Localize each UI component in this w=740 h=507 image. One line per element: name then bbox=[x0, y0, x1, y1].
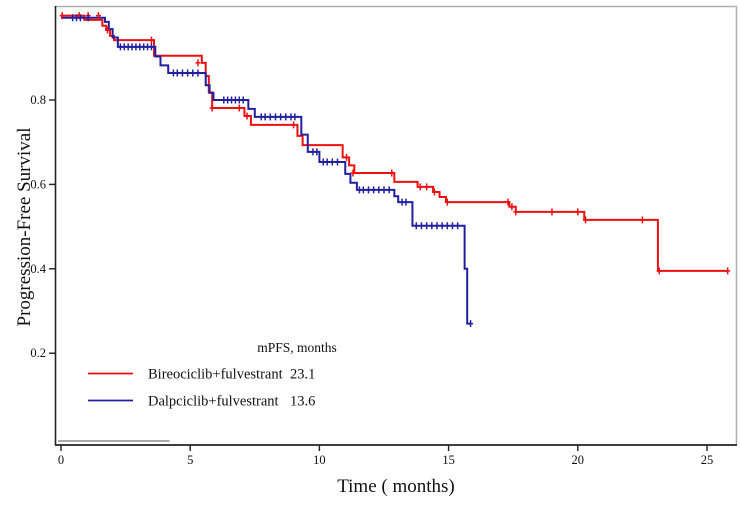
censor-marks-bireociclib bbox=[59, 12, 731, 275]
y-axis-title: Progression-Free Survival bbox=[14, 128, 35, 327]
pfs-curve-dalpciclib bbox=[61, 16, 472, 325]
x-tick-label: 15 bbox=[442, 453, 455, 467]
x-tick-label: 20 bbox=[572, 453, 585, 467]
x-tick-label: 25 bbox=[701, 453, 714, 467]
censor-marks-dalpciclib bbox=[70, 14, 474, 328]
y-tick-label: 0.2 bbox=[30, 346, 46, 360]
y-tick-label: 0.8 bbox=[30, 93, 46, 107]
x-axis-ticks: 0 5 10 15 20 25 bbox=[58, 445, 713, 467]
survival-curves bbox=[59, 12, 731, 328]
plot-frame bbox=[54, 5, 738, 446]
x-axis-title: Time ( months) bbox=[337, 476, 455, 497]
x-tick-label: 0 bbox=[58, 453, 64, 467]
legend-header: mPFS, months bbox=[257, 340, 337, 355]
legend-label-bireociclib: Bireociclib+fulvestrant bbox=[148, 367, 283, 383]
legend-value-dalpciclib: 13.6 bbox=[290, 394, 315, 410]
y-tick-label: 0.4 bbox=[30, 262, 46, 276]
pfs-curve-bireociclib bbox=[61, 14, 728, 272]
legend-label-dalpciclib: Dalpciclib+fulvestrant bbox=[148, 394, 279, 410]
x-tick-label: 10 bbox=[313, 453, 326, 467]
x-tick-label: 5 bbox=[187, 453, 193, 467]
legend: mPFS, months Bireociclib+fulvestrant 23.… bbox=[88, 340, 337, 410]
legend-value-bireociclib: 23.1 bbox=[290, 367, 315, 383]
y-axis-ticks: 0.2 0.4 0.6 0.8 bbox=[30, 93, 55, 360]
y-tick-label: 0.6 bbox=[30, 177, 46, 191]
